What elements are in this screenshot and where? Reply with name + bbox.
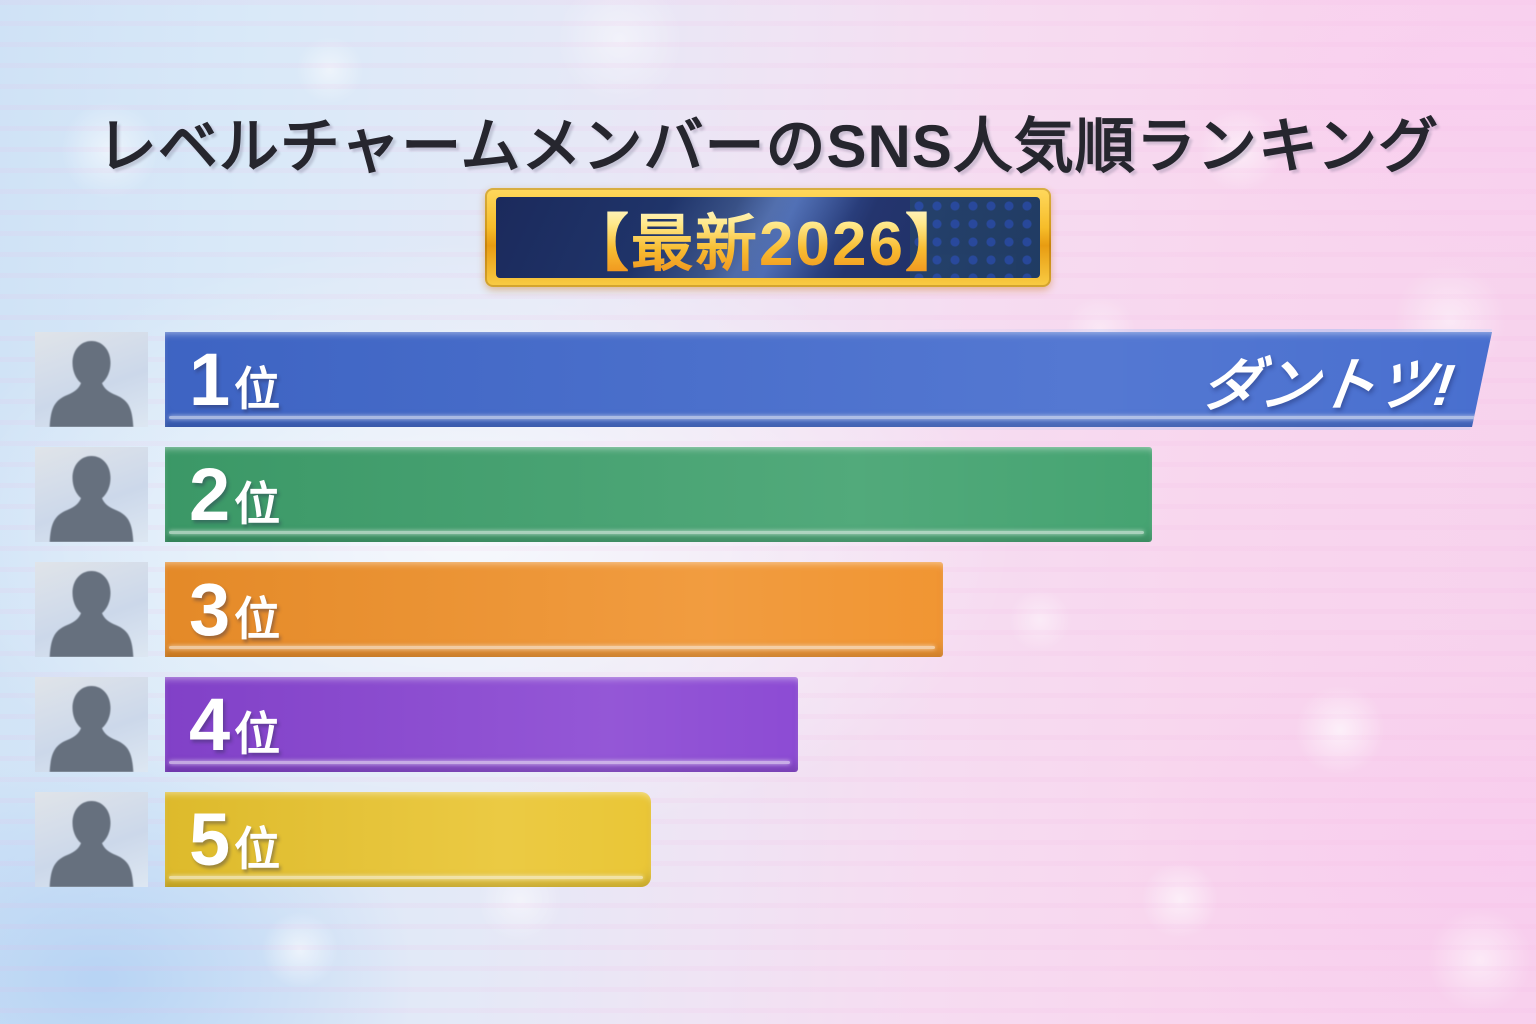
rank-label: 4 位	[189, 682, 281, 766]
rank-number: 1	[189, 337, 231, 421]
avatar	[35, 677, 148, 772]
badge-dot-pattern	[910, 197, 1040, 278]
rank-bar-5: 5 位	[165, 792, 651, 887]
rank-label: 1 位	[189, 343, 280, 417]
avatar	[35, 332, 148, 427]
rank-label: 2 位	[189, 452, 281, 536]
person-silhouette-icon	[49, 456, 134, 542]
rank-bar-3: 3 位	[165, 562, 943, 657]
person-silhouette-icon	[49, 686, 134, 772]
rank-number: 3	[189, 567, 231, 651]
rank-suffix: 位	[234, 362, 281, 415]
rank-bar-4: 4 位	[165, 677, 798, 772]
rank-suffix: 位	[234, 707, 281, 760]
rank-bar-2: 2 位	[165, 447, 1152, 542]
ranking-row-3: 3 位	[0, 562, 1536, 657]
avatar	[35, 792, 148, 887]
rank-suffix: 位	[234, 477, 281, 530]
ranking-row-2: 2 位	[0, 447, 1536, 542]
avatar	[35, 562, 148, 657]
ranking-row-1: 1 位 ダントツ!	[0, 332, 1536, 427]
badge-inner-panel: 【最新2026】	[496, 197, 1040, 278]
person-silhouette-icon	[49, 341, 134, 427]
rank-label: 5 位	[189, 797, 281, 881]
rank-number: 4	[189, 682, 231, 766]
ranking-row-4: 4 位	[0, 677, 1536, 772]
person-silhouette-icon	[49, 801, 134, 887]
rank-label: 3 位	[189, 567, 281, 651]
badge-label: 【最新2026】	[567, 197, 969, 279]
avatar	[35, 447, 148, 542]
person-silhouette-icon	[49, 571, 134, 657]
rank-bar-1: 1 位 ダントツ!	[165, 332, 1492, 427]
rank-number: 2	[189, 452, 231, 536]
top-rank-annotation: ダントツ!	[1197, 352, 1458, 418]
ranking-row-5: 5 位	[0, 792, 1536, 887]
latest-year-badge: 【最新2026】	[485, 188, 1051, 287]
rank-suffix: 位	[234, 592, 281, 645]
page-title: レベルチャームメンバーのSNS人気順ランキング	[96, 113, 1440, 180]
rank-suffix: 位	[234, 822, 281, 875]
rank-number: 5	[189, 797, 231, 881]
